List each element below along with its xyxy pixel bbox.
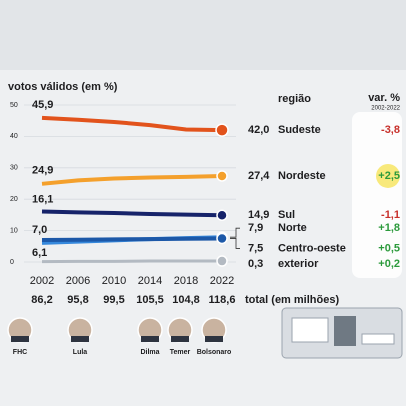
end-label: 27,4 [248, 170, 270, 182]
y-tick-label: 20 [10, 196, 18, 203]
change-label: +0,2 [378, 258, 400, 270]
president-name: Temer [170, 349, 191, 356]
legend-label: Sul [278, 209, 295, 221]
change-highlight [376, 163, 400, 188]
y-tick-label: 30 [10, 165, 18, 172]
total-label: 118,6 [209, 294, 236, 306]
legend-label: Nordeste [278, 170, 326, 182]
start-label: 16,1 [32, 193, 53, 205]
total-label: 99,5 [103, 294, 124, 306]
change-label: +2,5 [378, 170, 400, 182]
president-suit [205, 336, 223, 342]
legend-label: Norte [278, 222, 307, 234]
change-label: -1,1 [381, 209, 400, 221]
change-panel [352, 112, 402, 278]
end-label: 14,9 [248, 209, 269, 221]
chart-title: votos válidos (em %) [8, 81, 118, 93]
president-suit [71, 336, 89, 342]
legend-label: Centro-oeste [278, 242, 346, 254]
end-dot [216, 232, 228, 245]
president-name: FHC [13, 349, 27, 356]
president-name: Lula [73, 349, 87, 356]
legend-label: Sudeste [278, 124, 321, 136]
bracket [230, 227, 240, 238]
series-line [41, 236, 223, 243]
series-line [41, 173, 223, 186]
change-label: +0,5 [378, 242, 400, 254]
change-title: var. % [368, 92, 400, 104]
change-period: 2002-2022 [371, 106, 400, 112]
president-suit [171, 336, 189, 342]
ballot-machine [281, 307, 403, 359]
end-dot [216, 255, 228, 267]
total-label: 95,8 [67, 294, 88, 306]
series-line [41, 209, 223, 218]
start-label: 45,9 [32, 99, 53, 111]
series-line [41, 259, 222, 264]
legend-label: exterior [278, 258, 319, 270]
x-tick-label: 2018 [174, 275, 198, 287]
x-tick-label: 2006 [66, 275, 90, 287]
y-tick-label: 10 [10, 227, 18, 234]
end-dot [216, 170, 228, 182]
x-tick-label: 2022 [210, 275, 234, 287]
x-tick-label: 2014 [138, 275, 162, 287]
y-tick-label: 40 [10, 133, 18, 140]
end-label: 7,5 [248, 242, 263, 254]
president-suit [11, 336, 29, 342]
change-label: -3,8 [381, 124, 400, 136]
series-line [41, 115, 223, 133]
end-label: 7,9 [248, 222, 263, 234]
change-label: +1,8 [378, 222, 400, 234]
bracket [230, 238, 240, 249]
president-name: Bolsonaro [197, 349, 232, 356]
end-dot [215, 123, 229, 137]
header-band [0, 0, 406, 70]
start-label: 6,1 [32, 247, 47, 259]
total-label: 86,2 [31, 294, 52, 306]
x-tick-label: 2002 [30, 275, 54, 287]
y-tick-label: 50 [10, 102, 18, 109]
end-label: 42,0 [248, 124, 269, 136]
total-label: 105,5 [136, 294, 164, 306]
end-label: 0,3 [248, 258, 263, 270]
president-name: Dilma [140, 349, 159, 356]
totals-label: total (em milhões) [245, 294, 339, 306]
legend-title: região [278, 93, 311, 105]
end-dot [216, 209, 228, 221]
x-tick-label: 2010 [102, 275, 126, 287]
start-label: 7,0 [32, 224, 47, 236]
y-tick-label: 0 [10, 259, 14, 266]
start-label: 24,9 [32, 165, 53, 177]
total-label: 104,8 [172, 294, 200, 306]
president-suit [141, 336, 159, 342]
